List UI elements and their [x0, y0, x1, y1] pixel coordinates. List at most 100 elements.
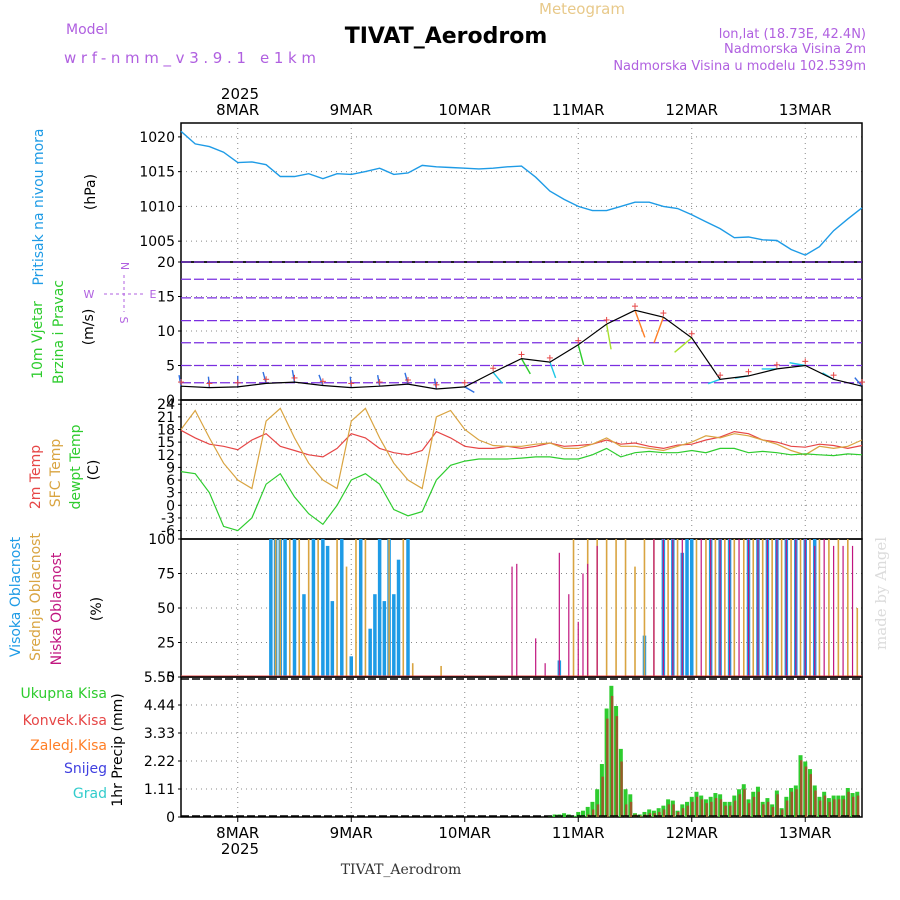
- low-cloud-bar: [672, 539, 674, 677]
- low-cloud-bar: [738, 539, 740, 677]
- bottom-day-label: 9MAR: [330, 824, 373, 842]
- footer-station: TIVAT_Aerodrom: [341, 862, 462, 878]
- mid-cloud-bar: [761, 539, 764, 677]
- low-cloud-bar: [544, 663, 546, 677]
- panel-pressure: 1005 1010 1015 1020: [139, 122, 863, 263]
- high-cloud-bar: [269, 539, 273, 677]
- temp-ylabel-2: SFC Temp: [48, 439, 64, 508]
- low-cloud-bar: [795, 539, 797, 677]
- conv-precip-bar: [724, 805, 727, 817]
- y-tick-label: 1010: [139, 199, 175, 215]
- low-cloud-bar: [516, 563, 518, 677]
- high-cloud-bar: [340, 539, 344, 677]
- bottom-day-label: 11MAR: [552, 824, 605, 842]
- mid-cloud-bar: [336, 539, 338, 677]
- conv-precip-bar: [814, 790, 817, 817]
- precip-label-snow: Snijeg: [64, 761, 107, 777]
- high-cloud-bar: [358, 539, 363, 677]
- y-tick-label: -6: [161, 524, 175, 540]
- low-cloud-bar: [804, 539, 806, 677]
- wind-arrow: [653, 316, 665, 343]
- conv-precip-bar: [681, 808, 685, 817]
- high-cloud-bar: [311, 539, 316, 677]
- total-precip-bar: [576, 811, 581, 817]
- low-cloud-bar: [596, 545, 598, 677]
- mid-cloud-bar: [790, 539, 792, 677]
- low-cloud-bar: [776, 539, 778, 677]
- conv-precip-bar: [606, 718, 609, 817]
- credit-label: made by Angel: [872, 537, 890, 650]
- high-cloud-bar: [302, 594, 306, 677]
- dewpt-line: [180, 447, 863, 532]
- wind-arrow: [520, 358, 531, 375]
- total-precip-bar: [562, 813, 567, 817]
- high-cloud-bar: [283, 539, 287, 677]
- low-cloud-bar: [814, 545, 816, 677]
- y-tick-label: 3: [166, 486, 175, 502]
- pressure-line: [180, 130, 863, 256]
- high-cloud-bar: [392, 594, 396, 677]
- low-cloud-bar: [710, 539, 712, 677]
- conv-precip-bar: [677, 811, 680, 817]
- y-tick-label: 0: [166, 393, 175, 409]
- conv-precip-bar: [790, 791, 794, 817]
- y-tick-label: 2.22: [144, 754, 175, 770]
- conv-precip-bar: [743, 789, 746, 817]
- mid-cloud-bar: [837, 539, 840, 677]
- mid-cloud-bar: [388, 539, 390, 677]
- conv-precip-bar: [771, 806, 775, 817]
- mid-cloud-bar: [676, 539, 679, 677]
- y-tick-label: 20: [157, 255, 175, 271]
- y-tick-label: 5: [166, 359, 175, 375]
- wind-arrow: [605, 323, 612, 350]
- top-day-label: 8MAR: [216, 101, 259, 119]
- conv-precip-bar: [828, 801, 831, 817]
- conv-precip-bar: [658, 811, 661, 817]
- conv-precip-bar: [833, 799, 836, 817]
- conv-precip-bar: [653, 813, 656, 817]
- wind-speed-line: [180, 309, 863, 390]
- conv-precip-bar: [748, 803, 751, 817]
- mid-cloud-bar: [298, 539, 301, 677]
- model-label: Model: [66, 22, 108, 38]
- conv-precip-bar: [648, 813, 652, 817]
- mid-cloud-bar: [440, 665, 442, 677]
- conv-precip-bar: [781, 809, 784, 817]
- model-name: wrf-nmm_v3.9.1 e1km: [64, 49, 316, 68]
- low-cloud-bar: [681, 539, 683, 677]
- wind-ylabel-1: 10m Vjetar: [30, 301, 46, 379]
- low-cloud-bar: [662, 539, 664, 677]
- conv-precip-bar: [667, 804, 671, 817]
- conv-precip-bar: [695, 796, 699, 817]
- conv-precip-bar: [629, 801, 633, 817]
- conv-precip-bar: [837, 799, 841, 817]
- mid-cloud-bar: [809, 539, 811, 677]
- wind-arrow: [789, 362, 806, 367]
- wind-arrow: [549, 361, 557, 379]
- conv-precip-bar: [766, 801, 770, 817]
- high-cloud-bar: [373, 594, 377, 677]
- y-tick-label: 6: [166, 473, 175, 489]
- wind-arrow: [577, 344, 585, 366]
- model-altitude-label: Nadmorska Visina u modelu 102.539m: [613, 59, 866, 74]
- conv-precip-bar: [818, 800, 822, 817]
- y-tick-label: 4.44: [144, 698, 175, 714]
- wind-arrow: [262, 371, 267, 384]
- mid-cloud-bar: [724, 539, 726, 677]
- y-tick-label: 15: [157, 435, 175, 451]
- y-tick-label: 18: [157, 422, 175, 438]
- precip-label-hail: Grad: [73, 786, 107, 802]
- temp-unit: (C): [86, 460, 102, 481]
- conv-precip-bar: [852, 796, 855, 817]
- high-cloud-bar: [325, 545, 330, 677]
- y-tick-label: 3.33: [144, 726, 175, 742]
- mid-cloud-bar: [345, 566, 348, 677]
- bottom-year-label: 2025: [221, 840, 259, 858]
- conv-precip-bar: [700, 799, 704, 817]
- conv-precip-bar: [729, 805, 732, 817]
- bottom-day-labels: 8MAR 9MAR 10MAR 11MAR 12MAR 13MAR: [216, 824, 831, 842]
- conv-precip-bar: [691, 801, 694, 817]
- y-tick-label: 75: [157, 567, 175, 583]
- y-tick-label: -3: [161, 511, 175, 527]
